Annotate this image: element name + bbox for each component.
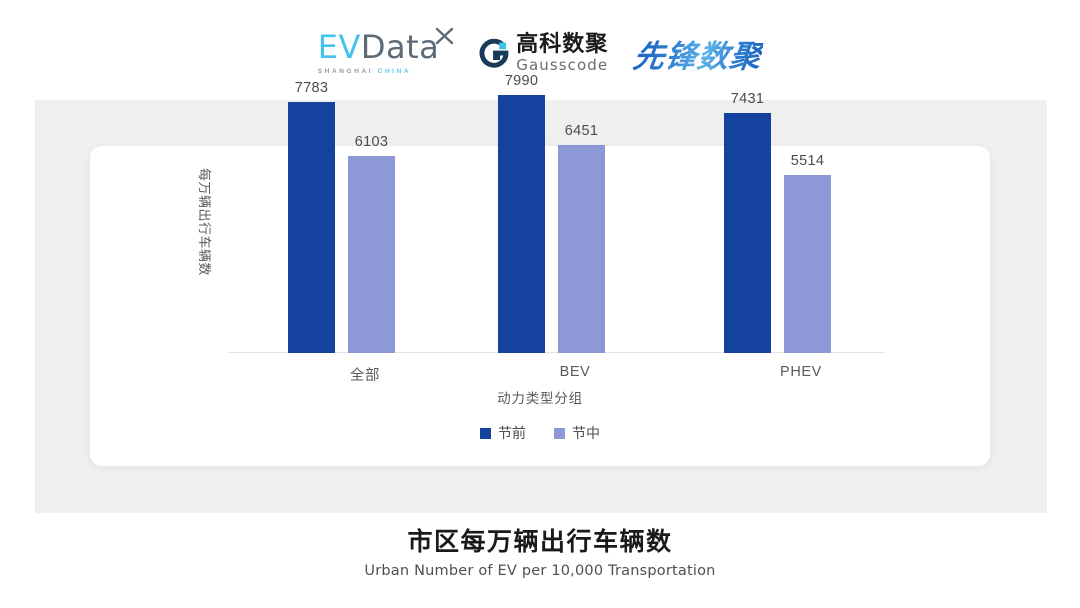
x-cross-icon: [436, 27, 454, 45]
chart-legend: 节前 节中: [0, 423, 1080, 443]
evdata-wordmark: EVData: [317, 27, 454, 66]
legend-swatch-mid: [554, 427, 565, 439]
x-axis-title: 动力类型分组: [497, 391, 583, 406]
bar-value-label: 5514: [790, 153, 825, 169]
legend-label-mid: 节中: [572, 425, 600, 441]
evdata-tagline-china: CHINA: [377, 68, 412, 75]
evdata-tagline-shanghai: SHANGHAI: [317, 68, 374, 75]
bar-全部-节前[interactable]: [288, 102, 335, 353]
evdata-ev-text: EV: [317, 28, 361, 66]
bar-value-label: 6103: [354, 134, 389, 150]
x-tick-label-PHEV: PHEV: [780, 364, 822, 380]
evdata-tagline: SHANGHAI CHINA: [318, 68, 411, 75]
logo-bar: EVData SHANGHAI CHINA 高科数聚 Gausscode 先锋数…: [0, 22, 1080, 84]
legend-swatch-pre: [480, 427, 491, 439]
gausscode-en-name: Gausscode: [516, 55, 609, 74]
x-tick-label-BEV: BEV: [559, 364, 591, 380]
bar-全部-节中[interactable]: [348, 156, 395, 353]
bar-BEV-节中[interactable]: [558, 145, 605, 353]
g-circle-icon: [479, 38, 509, 68]
xianfeng-logo: 先锋数聚: [631, 31, 765, 76]
gausscode-logo: 高科数聚 Gausscode: [479, 31, 609, 74]
page-title: 市区每万辆出行车辆数: [407, 527, 673, 556]
footer-block: 市区每万辆出行车辆数 Urban Number of EV per 10,000…: [0, 527, 1080, 579]
evdata-logo: EVData SHANGHAI CHINA: [317, 27, 454, 75]
legend-item-mid[interactable]: 节中: [554, 423, 600, 443]
y-axis-title: 每万辆出行车辆数: [197, 168, 212, 277]
gausscode-text: 高科数聚 Gausscode: [516, 31, 609, 74]
x-axis-line: [228, 352, 885, 353]
bar-value-label: 7783: [294, 80, 329, 96]
gausscode-cn-name: 高科数聚: [516, 31, 609, 57]
bar-PHEV-节中[interactable]: [784, 175, 831, 353]
legend-label-pre: 节前: [498, 425, 526, 441]
bar-value-label: 6451: [564, 123, 599, 139]
evdata-data-text: Data: [360, 28, 440, 66]
bar-PHEV-节前[interactable]: [724, 113, 771, 353]
bar-value-label: 7431: [730, 91, 765, 107]
x-tick-label-全部: 全部: [349, 368, 381, 384]
bar-value-label: 7990: [504, 73, 539, 89]
legend-item-pre[interactable]: 节前: [480, 423, 526, 443]
bar-BEV-节前[interactable]: [498, 95, 545, 353]
page-subtitle: Urban Number of EV per 10,000 Transporta…: [364, 562, 716, 579]
